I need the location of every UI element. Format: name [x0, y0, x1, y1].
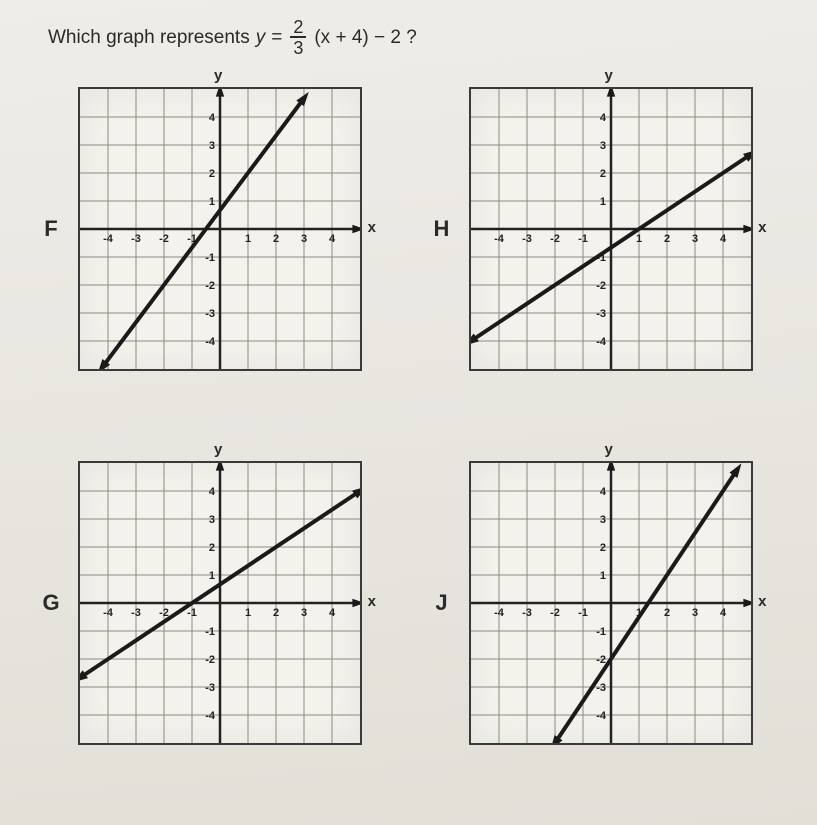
svg-text:1: 1	[209, 196, 215, 208]
svg-text:-1: -1	[578, 233, 588, 245]
svg-text:-3: -3	[596, 682, 606, 694]
svg-text:4: 4	[719, 233, 726, 245]
svg-text:3: 3	[691, 233, 697, 245]
svg-text:2: 2	[599, 168, 605, 180]
svg-text:-2: -2	[159, 233, 169, 245]
svg-text:-2: -2	[596, 280, 606, 292]
svg-text:-1: -1	[578, 607, 588, 619]
svg-text:4: 4	[599, 486, 606, 498]
fraction-den: 3	[293, 38, 303, 57]
option-label: F	[38, 216, 64, 242]
option-f[interactable]: F -4-3-2-11234-4-3-2-11234y x y	[38, 87, 389, 371]
option-j[interactable]: J -4-3-2-11234-4-3-2-11234y x y	[429, 461, 780, 745]
eq-sign: =	[271, 27, 282, 49]
svg-text:2: 2	[599, 542, 605, 554]
svg-text:-1: -1	[205, 626, 215, 638]
fraction-num: 2	[290, 18, 306, 38]
svg-text:4: 4	[209, 486, 216, 498]
svg-text:2: 2	[663, 233, 669, 245]
svg-text:-3: -3	[205, 308, 215, 320]
svg-text:-3: -3	[131, 607, 141, 619]
svg-text:4: 4	[599, 112, 606, 124]
svg-text:3: 3	[599, 514, 605, 526]
svg-text:-4: -4	[103, 607, 114, 619]
svg-text:1: 1	[599, 196, 605, 208]
svg-text:4: 4	[329, 607, 336, 619]
graph-g: -4-3-2-11234-4-3-2-11234y x y	[78, 461, 362, 745]
question-suffix: (x + 4) − 2 ?	[314, 27, 416, 49]
question-prefix: Which graph represents	[48, 27, 250, 49]
svg-text:-2: -2	[205, 654, 215, 666]
svg-text:2: 2	[273, 233, 279, 245]
option-label: H	[429, 216, 455, 242]
option-label: J	[429, 590, 455, 616]
svg-text:1: 1	[209, 570, 215, 582]
svg-text:-4: -4	[494, 233, 505, 245]
svg-text:1: 1	[599, 570, 605, 582]
graph-j: -4-3-2-11234-4-3-2-11234y x y	[469, 461, 753, 745]
svg-text:2: 2	[273, 607, 279, 619]
svg-text:4: 4	[719, 607, 726, 619]
fraction: 2 3	[290, 18, 306, 57]
graph-f: -4-3-2-11234-4-3-2-11234y x y	[78, 87, 362, 371]
svg-text:-1: -1	[187, 607, 197, 619]
svg-text:3: 3	[209, 514, 215, 526]
svg-text:-2: -2	[205, 280, 215, 292]
svg-text:2: 2	[209, 168, 215, 180]
svg-text:-4: -4	[494, 607, 505, 619]
svg-text:3: 3	[301, 233, 307, 245]
option-label: G	[38, 590, 64, 616]
svg-text:-2: -2	[550, 233, 560, 245]
question-var: y	[256, 27, 266, 49]
svg-text:4: 4	[329, 233, 336, 245]
svg-text:-4: -4	[103, 233, 114, 245]
options-grid: F -4-3-2-11234-4-3-2-11234y x y H -4-3-2…	[28, 87, 789, 745]
svg-text:3: 3	[209, 140, 215, 152]
question-text: Which graph represents y = 2 3 (x + 4) −…	[48, 18, 789, 57]
svg-text:-3: -3	[131, 233, 141, 245]
svg-text:-4: -4	[596, 336, 607, 348]
svg-text:1: 1	[245, 607, 251, 619]
svg-text:3: 3	[301, 607, 307, 619]
svg-text:1: 1	[635, 233, 641, 245]
worksheet-page: Which graph represents y = 2 3 (x + 4) −…	[0, 0, 817, 825]
svg-text:2: 2	[209, 542, 215, 554]
graph-h: -4-3-2-11234-4-3-2-11234y x y	[469, 87, 753, 371]
svg-text:2: 2	[663, 607, 669, 619]
svg-text:4: 4	[209, 112, 216, 124]
option-h[interactable]: H -4-3-2-11234-4-3-2-11234y x y	[429, 87, 780, 371]
svg-text:-3: -3	[522, 233, 532, 245]
svg-text:-4: -4	[596, 710, 607, 722]
svg-text:-3: -3	[205, 682, 215, 694]
svg-text:-2: -2	[596, 654, 606, 666]
svg-text:-2: -2	[550, 607, 560, 619]
svg-text:1: 1	[245, 233, 251, 245]
svg-text:-4: -4	[205, 336, 216, 348]
svg-text:-3: -3	[522, 607, 532, 619]
svg-text:3: 3	[691, 607, 697, 619]
svg-text:3: 3	[599, 140, 605, 152]
svg-text:-1: -1	[205, 252, 215, 264]
svg-text:-1: -1	[596, 626, 606, 638]
option-g[interactable]: G -4-3-2-11234-4-3-2-11234y x y	[38, 461, 389, 745]
svg-text:-3: -3	[596, 308, 606, 320]
svg-text:-4: -4	[205, 710, 216, 722]
